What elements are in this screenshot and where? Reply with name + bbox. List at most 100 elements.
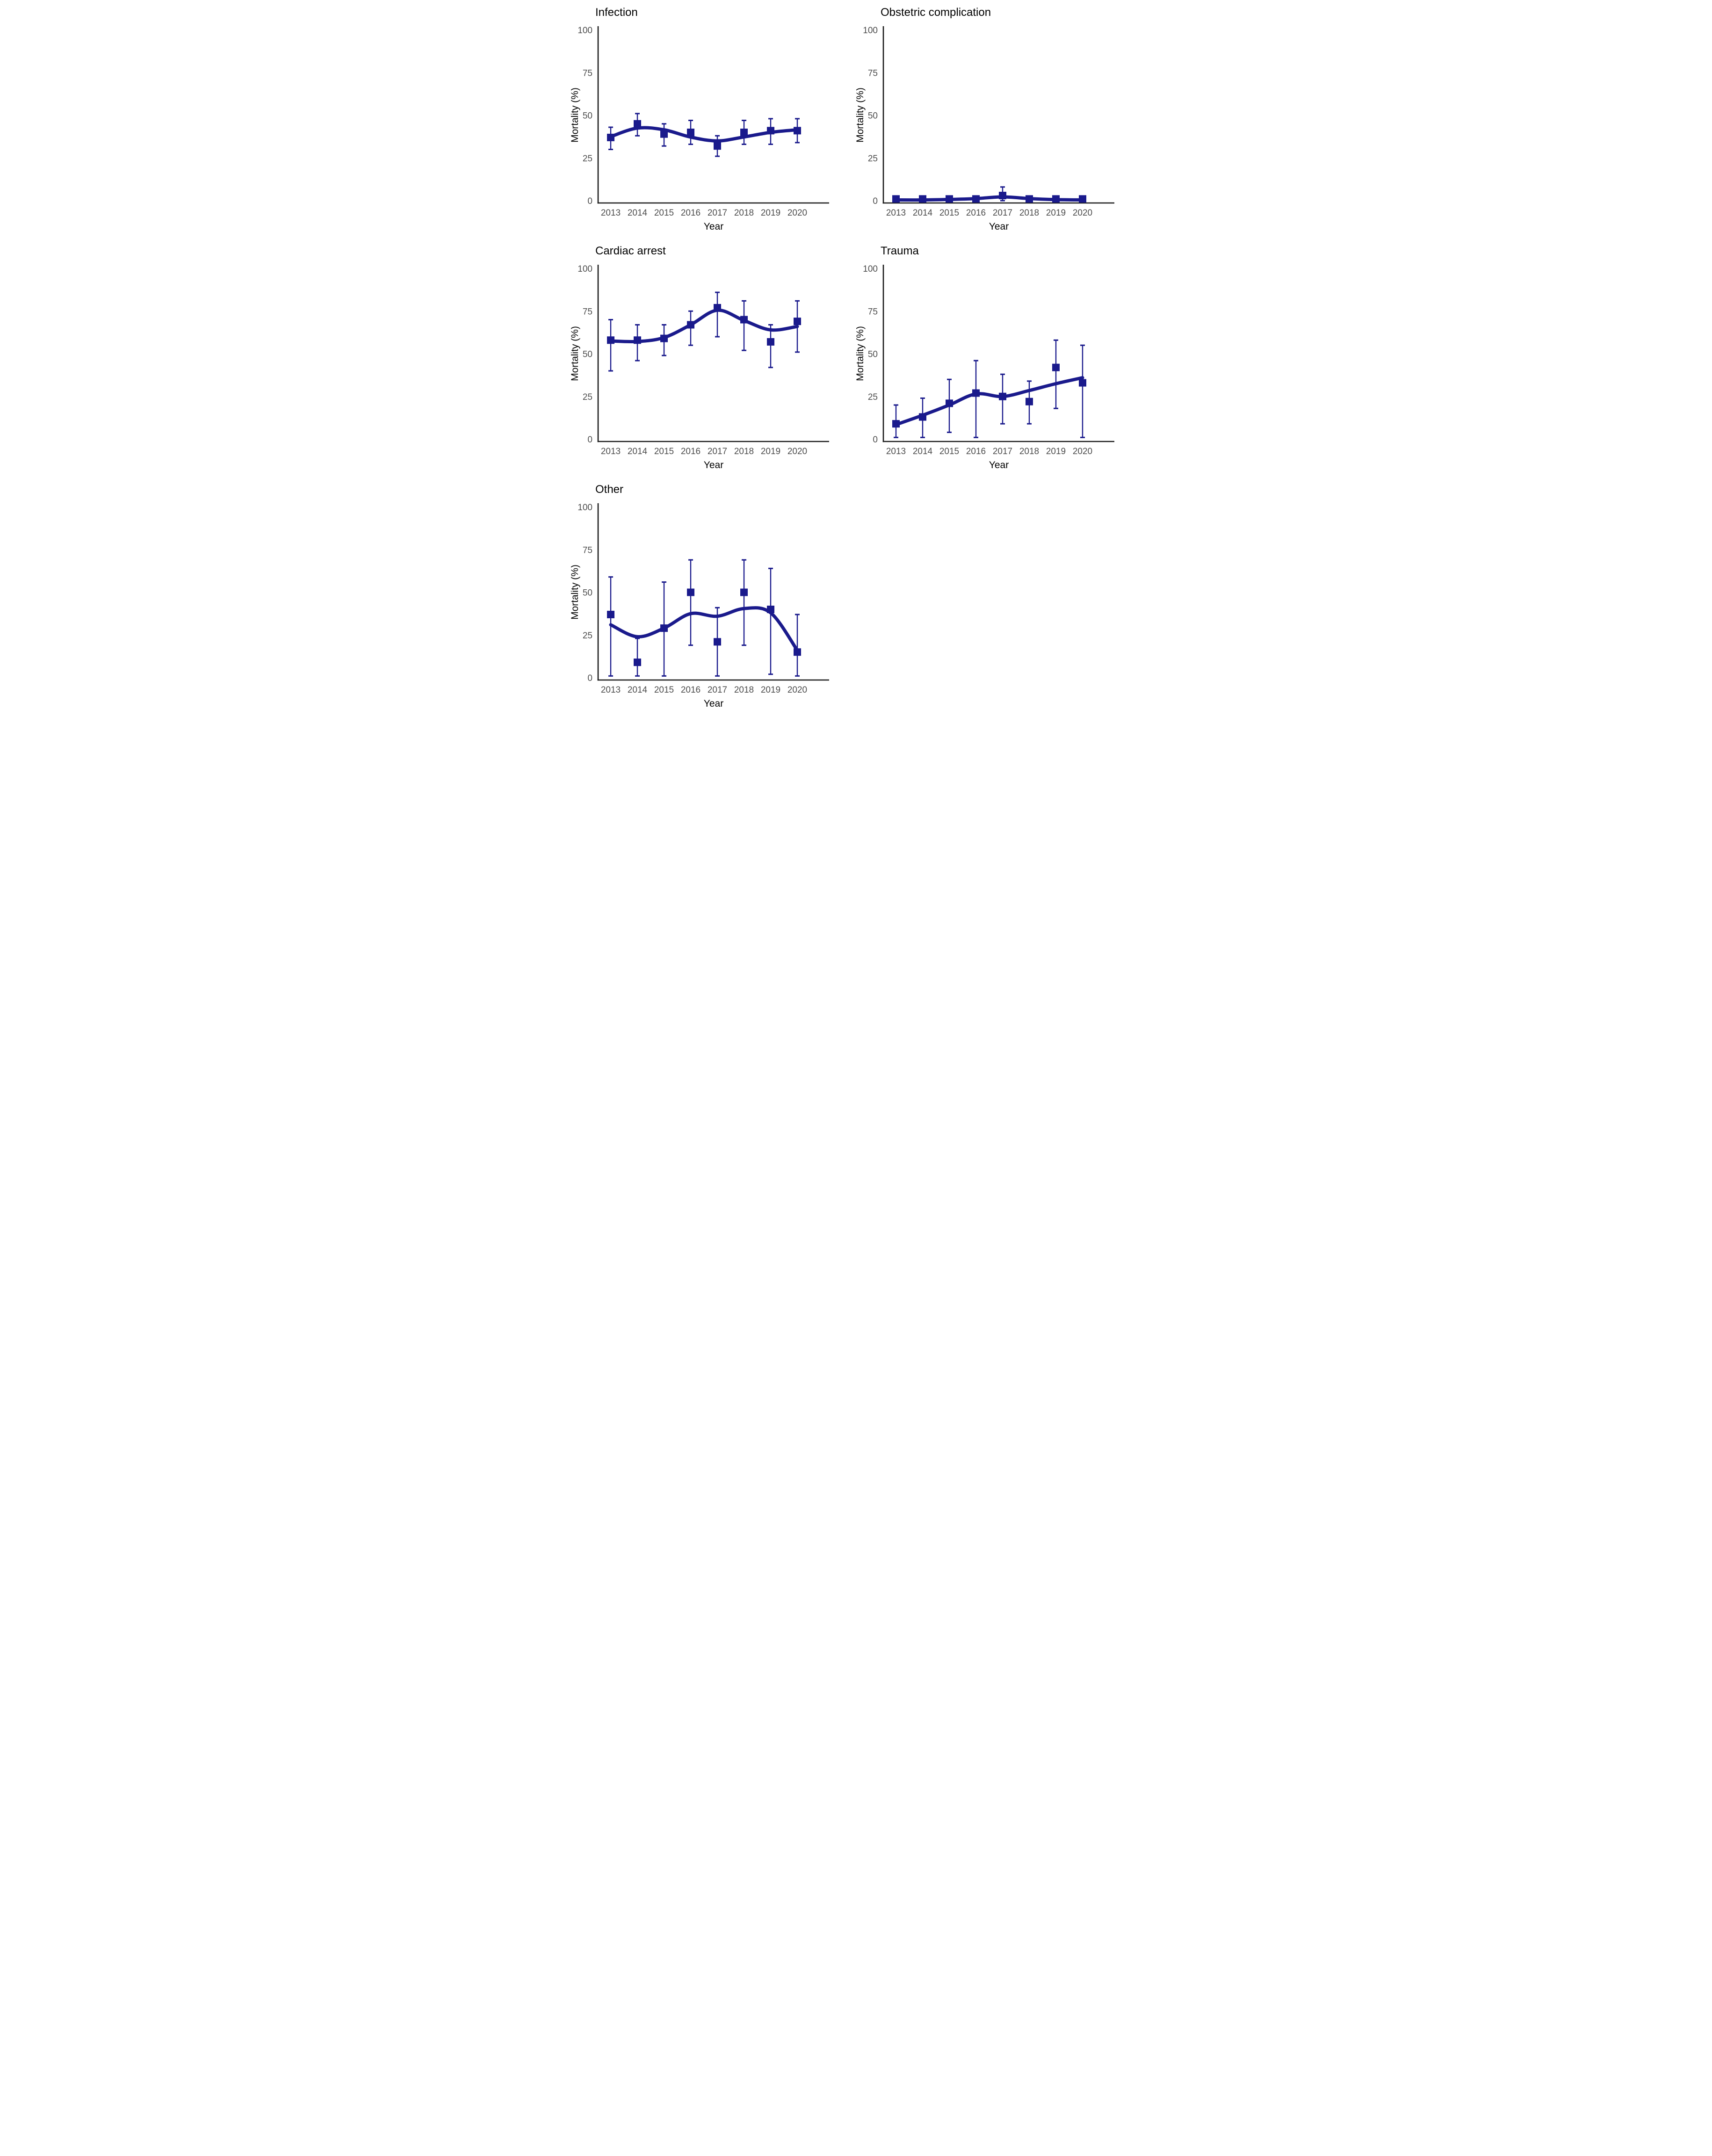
- panel-title: Infection: [595, 6, 638, 19]
- data-point-marker: [766, 127, 774, 135]
- x-tick-label: 2020: [1072, 447, 1092, 456]
- data-point-marker: [713, 638, 721, 646]
- y-tick-label: 75: [582, 545, 592, 555]
- y-tick-label: 75: [867, 307, 877, 317]
- x-axis-label: Year: [703, 221, 723, 232]
- x-tick-label: 2013: [886, 208, 905, 218]
- x-tick-label: 2018: [734, 685, 753, 695]
- cell-infection: Infection Mortality (%) 0 25 50 75 100 2013 2014…: [570, 2, 856, 240]
- x-axis-label: Year: [989, 221, 1008, 232]
- y-tick-label: 50: [867, 350, 877, 360]
- x-tick-label: 2015: [939, 208, 959, 218]
- data-point-marker: [607, 336, 614, 344]
- y-axis-label: Mortality (%): [571, 326, 580, 381]
- data-point-marker: [633, 658, 641, 666]
- data-point-marker: [892, 420, 900, 428]
- x-tick-label: 2019: [760, 208, 780, 218]
- panel-infection: Infection Mortality (%) 0 25 50 75 100 2013 2014…: [570, 6, 829, 232]
- x-tick-label: 2013: [600, 447, 620, 456]
- data-point-marker: [1052, 195, 1060, 203]
- x-tick-label: 2018: [1019, 447, 1039, 456]
- x-tick-label: 2019: [760, 685, 780, 695]
- x-tick-label: 2016: [680, 208, 700, 218]
- y-tick-label: 100: [863, 264, 878, 274]
- data-point-marker: [607, 610, 614, 618]
- x-tick-label: 2013: [886, 447, 905, 456]
- x-tick-label: 2014: [912, 208, 932, 218]
- x-tick-label: 2016: [966, 208, 985, 218]
- data-point-marker: [972, 389, 980, 397]
- y-tick-label: 25: [867, 392, 877, 402]
- data-point-marker: [945, 399, 953, 407]
- x-tick-label: 2017: [707, 447, 727, 456]
- y-tick-label: 25: [582, 392, 592, 402]
- data-point-marker: [918, 195, 926, 203]
- data-point-marker: [740, 588, 748, 596]
- x-axis-label: Year: [989, 460, 1008, 470]
- data-point-marker: [945, 195, 953, 203]
- data-point-marker: [1078, 195, 1086, 203]
- x-tick-label: 2017: [992, 447, 1012, 456]
- x-tick-label: 2014: [627, 447, 647, 456]
- x-tick-label: 2018: [734, 447, 753, 456]
- data-point-marker: [686, 588, 694, 596]
- x-tick-label: 2013: [600, 685, 620, 695]
- x-tick-label: 2020: [787, 447, 807, 456]
- x-tick-label: 2019: [1046, 447, 1065, 456]
- data-point-marker: [972, 195, 980, 203]
- y-tick-label: 50: [582, 111, 592, 121]
- panel-title: Other: [595, 483, 623, 496]
- x-tick-label: 2014: [627, 208, 647, 218]
- x-axis-label: Year: [703, 698, 723, 709]
- data-point-marker: [686, 129, 694, 136]
- y-tick-label: 50: [582, 350, 592, 360]
- y-axis-label: Mortality (%): [856, 87, 866, 143]
- data-point-marker: [998, 392, 1006, 400]
- data-point-marker: [793, 127, 801, 135]
- x-tick-label: 2015: [654, 447, 673, 456]
- data-point-marker: [766, 338, 774, 346]
- y-tick-label: 0: [587, 435, 592, 445]
- data-point-marker: [633, 120, 641, 128]
- y-tick-label: 0: [587, 673, 592, 683]
- panel-obstetric-complication: Obstetric complication Mortality (%) 0 25 50…: [855, 6, 1114, 232]
- y-tick-label: 100: [578, 26, 592, 36]
- data-point-marker: [892, 195, 900, 203]
- x-tick-label: 2020: [787, 208, 807, 218]
- panel-grid: Infection Mortality (%) 0 25 50 75 100 2013 2014…: [570, 2, 1141, 717]
- panel-cardiac-arrest: Cardiac arrest Mortality (%) 0 25 50 75 100 201…: [570, 245, 829, 470]
- data-point-marker: [713, 142, 721, 150]
- data-point-marker: [1025, 398, 1033, 405]
- y-tick-label: 75: [582, 307, 592, 317]
- data-point-marker: [607, 133, 614, 141]
- data-point-marker: [1052, 363, 1060, 371]
- y-tick-label: 50: [582, 588, 592, 598]
- x-tick-label: 2018: [734, 208, 753, 218]
- cell-cardiac-arrest: Cardiac arrest Mortality (%) 0 25 50 75 100 201…: [570, 240, 856, 479]
- y-tick-label: 25: [582, 631, 592, 641]
- y-tick-label: 25: [867, 154, 877, 164]
- data-point-marker: [660, 624, 668, 632]
- x-tick-label: 2014: [912, 447, 932, 456]
- data-point-marker: [793, 648, 801, 656]
- cell-other: Other Mortality (%) 0 25 50 75 100 2013 2014 2015…: [570, 479, 856, 717]
- x-tick-label: 2019: [760, 447, 780, 456]
- cell-trauma: Trauma Mortality (%) 0 25 50 75 100 2013 2014 201…: [855, 240, 1141, 479]
- cell-empty: [856, 479, 1141, 717]
- x-tick-label: 2020: [1072, 208, 1092, 218]
- mortality-figure: Infection Mortality (%) 0 25 50 75 100 2013 2014…: [570, 0, 1141, 722]
- y-tick-label: 0: [587, 196, 592, 206]
- x-tick-label: 2018: [1019, 208, 1039, 218]
- y-tick-label: 75: [867, 68, 877, 78]
- data-point-marker: [686, 321, 694, 329]
- x-tick-label: 2015: [939, 447, 959, 456]
- x-tick-label: 2020: [787, 685, 807, 695]
- x-tick-label: 2016: [680, 685, 700, 695]
- x-axis-label: Year: [703, 460, 723, 470]
- panel-trauma: Trauma Mortality (%) 0 25 50 75 100 2013 2014 201…: [855, 245, 1114, 470]
- y-tick-label: 100: [863, 26, 878, 36]
- cell-obstetric-complication: Obstetric complication Mortality (%) 0 25 50…: [855, 2, 1141, 240]
- data-point-marker: [713, 304, 721, 311]
- data-point-marker: [660, 130, 668, 138]
- y-tick-label: 0: [873, 196, 878, 206]
